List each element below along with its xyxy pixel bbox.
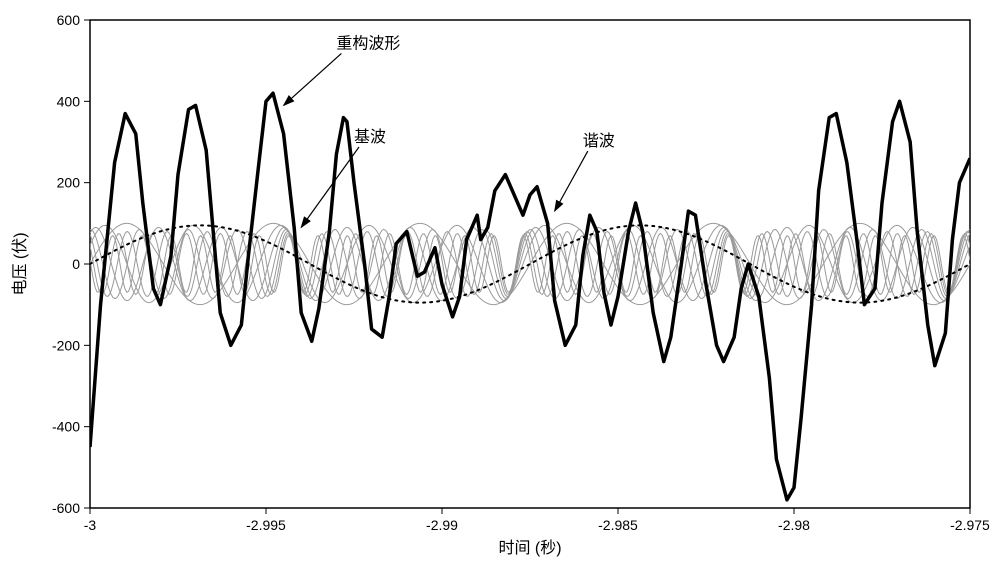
x-tick-label: -2.975 [950, 517, 990, 533]
y-tick-label: 400 [57, 93, 81, 109]
y-tick-label: 200 [57, 175, 81, 191]
annotation-label: 重构波形 [336, 34, 400, 52]
y-tick-label: -400 [52, 419, 80, 435]
y-axis-label: 电压 (伏) [11, 232, 29, 295]
y-tick-label: 600 [57, 12, 81, 28]
chart-svg: -3 -2.995 -2.99 -2.985 -2.98 -2.975 -600 -400 -2… [0, 0, 1000, 568]
x-axis-label: 时间 (秒) [498, 539, 561, 557]
x-tick-label: -3 [84, 517, 97, 533]
x-tick-label: -2.99 [426, 517, 458, 533]
annotation-label: 基波 [354, 128, 386, 146]
y-tick-label: 0 [72, 256, 80, 272]
reconstructed-line [90, 93, 970, 500]
x-tick-label: -2.995 [246, 517, 286, 533]
y-tick-label: -600 [52, 500, 80, 516]
annotation-arrow [284, 53, 342, 105]
y-tick-label: -200 [52, 337, 80, 353]
x-tick-label: -2.98 [778, 517, 810, 533]
annotation-label: 谐波 [583, 132, 615, 150]
x-tick-label: -2.985 [598, 517, 638, 533]
voltage-waveform-chart: -3 -2.995 -2.99 -2.985 -2.98 -2.975 -600 -400 -2… [0, 0, 1000, 568]
annotation-arrow [555, 151, 588, 211]
